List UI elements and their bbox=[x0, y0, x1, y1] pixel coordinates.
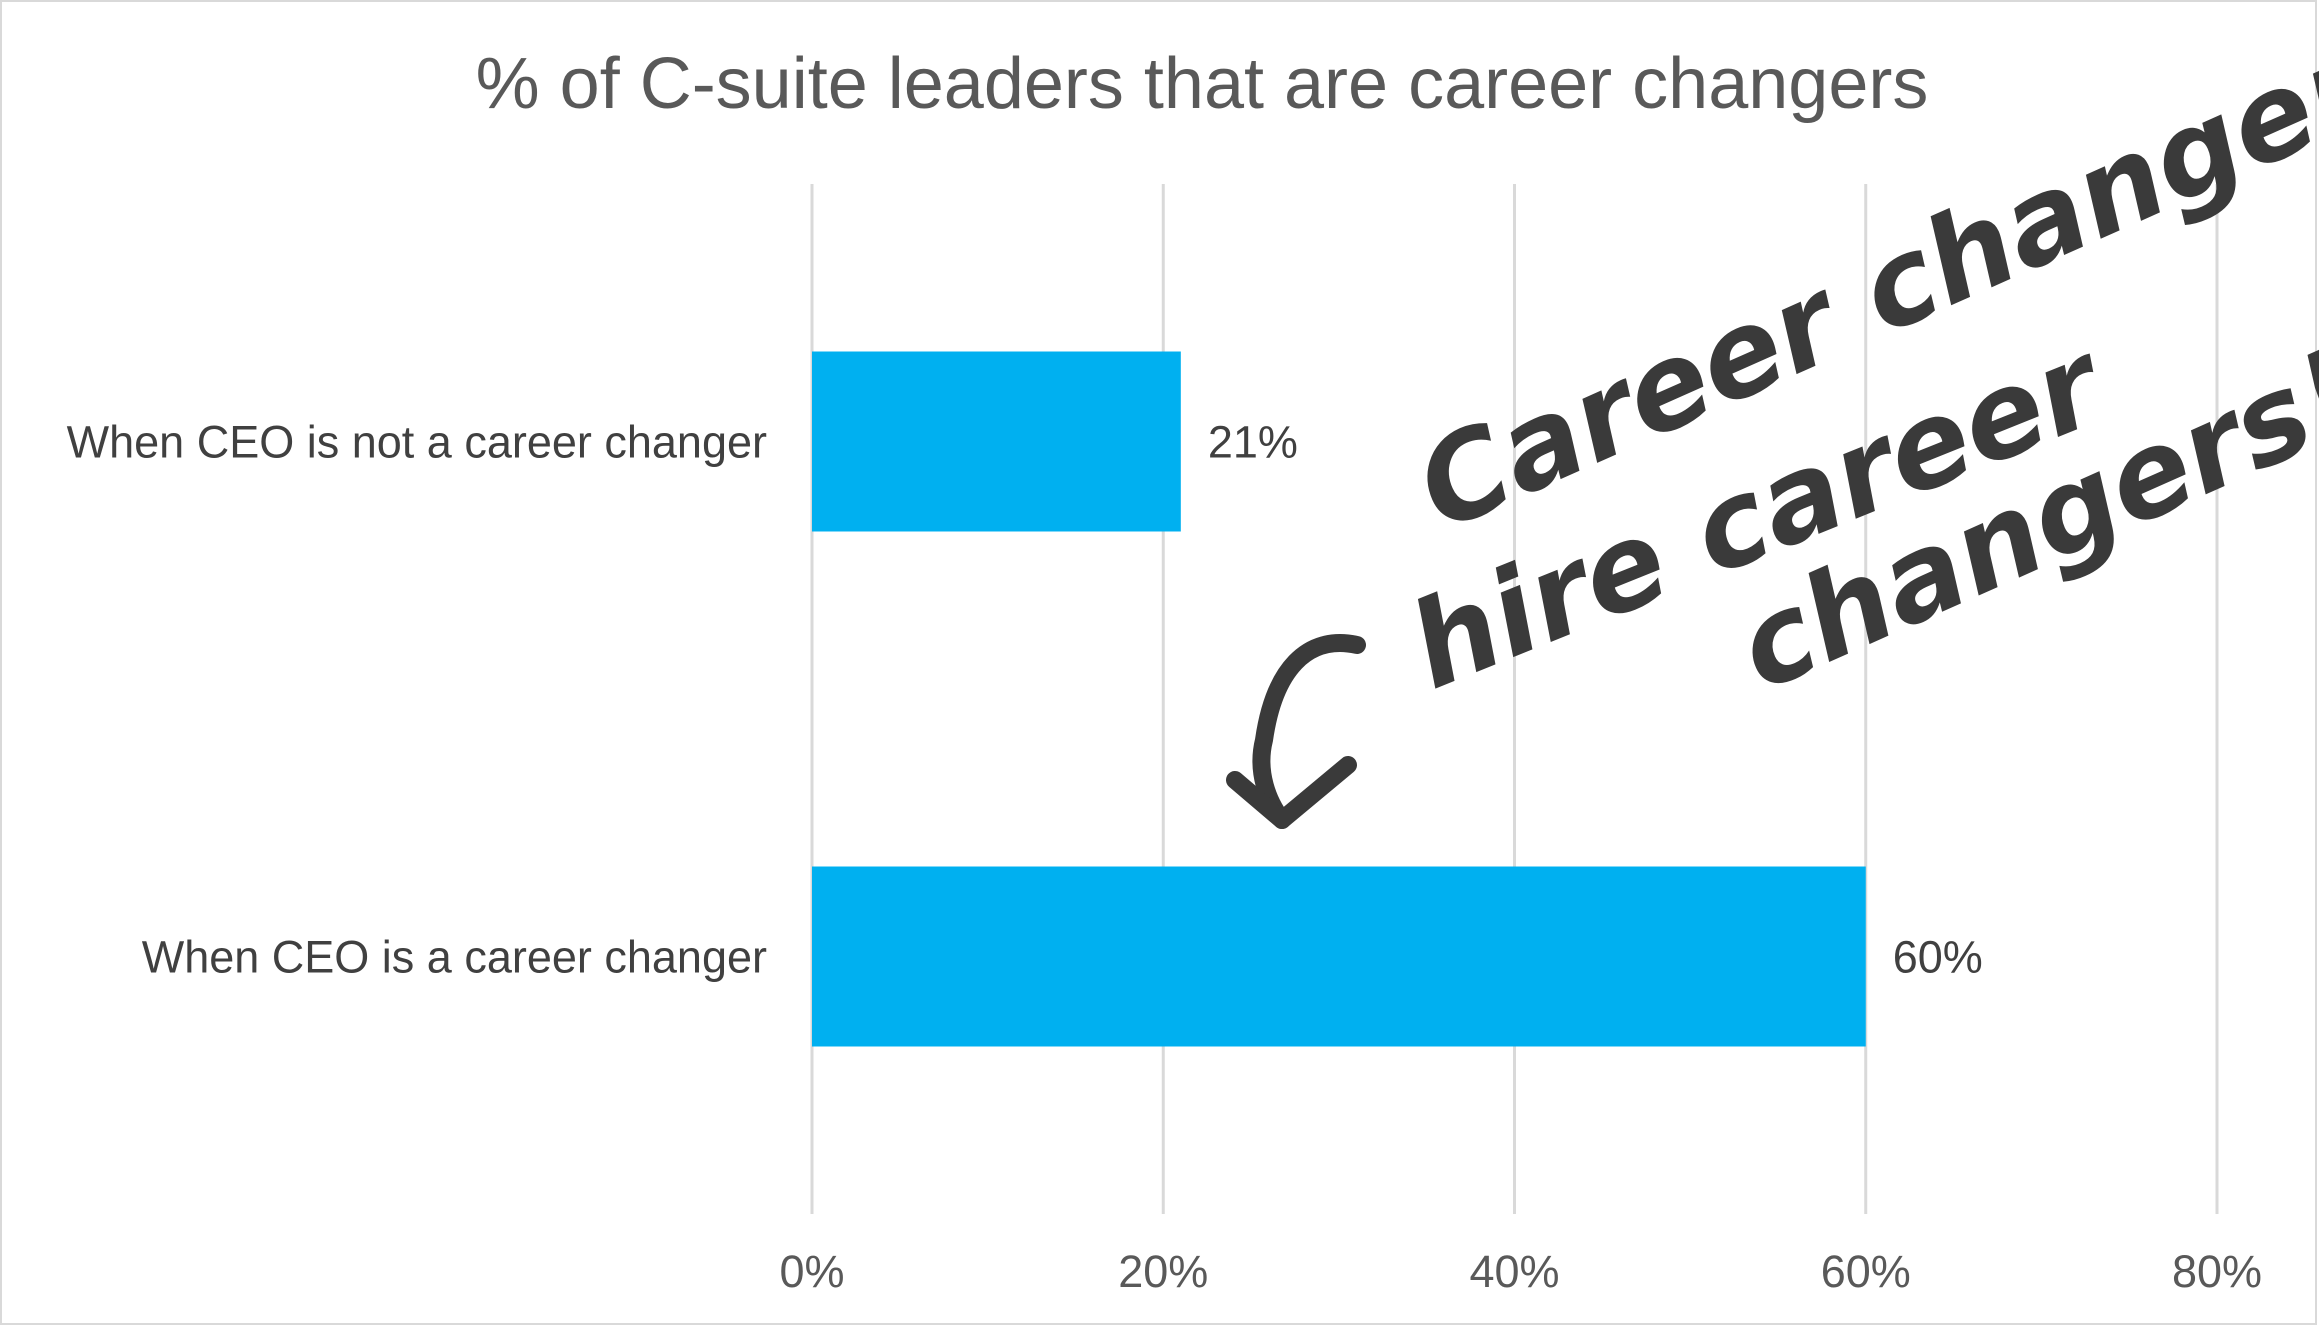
category-label-1: When CEO is a career changer bbox=[142, 932, 767, 983]
bars bbox=[812, 351, 1866, 1047]
chart-title: % of C-suite leaders that are career cha… bbox=[476, 44, 1929, 124]
category-label-0: When CEO is not a career changer bbox=[67, 417, 767, 468]
annotation-arrow-head bbox=[1226, 756, 1357, 829]
x-tick-label-1: 20% bbox=[1118, 1246, 1208, 1297]
bar-1 bbox=[812, 866, 1866, 1047]
annotation-arrow-shaft bbox=[1252, 634, 1366, 829]
x-tick-label-2: 40% bbox=[1469, 1246, 1559, 1297]
bar-0 bbox=[812, 351, 1181, 532]
x-axis-ticks: 0% 20% 40% 60% 80% bbox=[779, 1246, 2262, 1297]
x-tick-label-0: 0% bbox=[779, 1246, 844, 1297]
x-tick-label-3: 60% bbox=[1821, 1246, 1911, 1297]
data-label-1: 60% bbox=[1893, 932, 1983, 983]
data-label-0: 21% bbox=[1208, 417, 1298, 468]
category-labels: When CEO is not a career changer When CEO… bbox=[67, 417, 767, 983]
data-labels: 21% 60% bbox=[1208, 417, 1983, 983]
x-tick-label-4: 80% bbox=[2172, 1246, 2262, 1297]
handwritten-annotation: Career changers hire career changers! bbox=[1226, 2, 2319, 829]
